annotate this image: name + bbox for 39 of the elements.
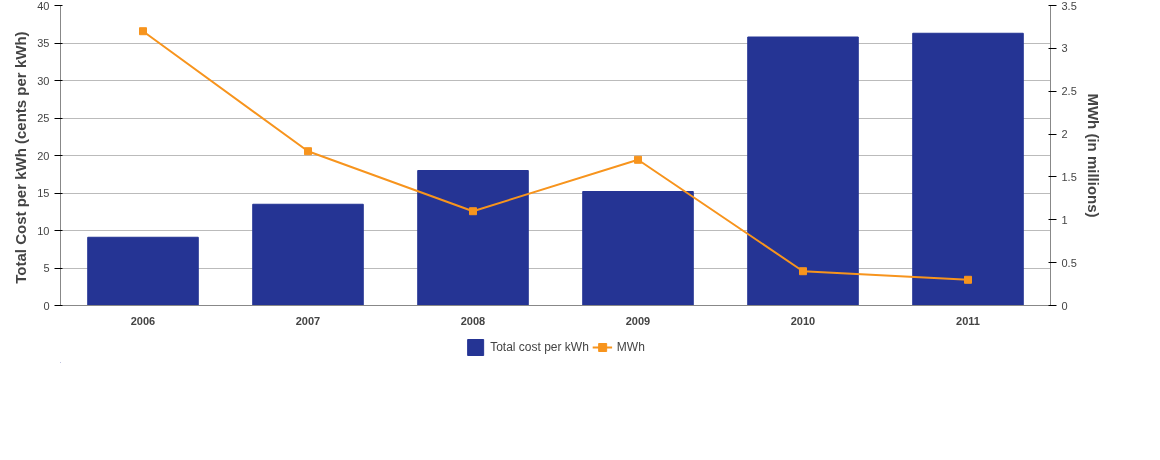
y-tick-label: 10 [37,224,50,237]
y-tick-label: 15 [37,187,50,199]
bar [417,170,529,306]
y2-tick-label: 1.5 [1061,170,1077,183]
point [799,267,807,276]
bar [582,191,694,306]
y-tick-label: 5 [43,262,50,274]
x-tick-label: 2008 [460,314,486,327]
point [304,147,312,156]
point [139,27,147,36]
y-tick-label: 35 [37,37,50,49]
x-tick-label: 2007 [295,314,321,327]
y2-tick-label: 3.5 [1061,0,1077,12]
y-tick-label: 0 [43,299,50,312]
bar [912,32,1024,306]
legend-label: MWh [616,340,645,354]
y-axis-title: Total Cost per kWh (cents per kWh) [12,31,30,284]
y2-axis-title: MWh (in millions) [1084,93,1102,218]
point [469,207,477,216]
y-tick-label: 20 [37,149,50,162]
y2-tick-label: 0.5 [1061,256,1077,269]
y2-tick-label: 2.5 [1061,85,1077,98]
y2-tick-label: 1 [1061,213,1068,226]
legend-label: Total cost per kWh [490,340,589,354]
y2-tick-label: 3 [1061,42,1068,55]
y-tick-label: 40 [37,0,50,12]
x-tick-label: 2009 [625,314,651,327]
point [634,155,642,164]
x-tick-label: 2010 [790,314,816,327]
y2-tick-label: 2 [1061,128,1068,141]
x-tick-label: 2011 [956,314,980,327]
x-tick-label: 2006 [130,314,156,327]
point [964,275,972,284]
bar [87,236,199,306]
y2-tick-label: 0 [1061,299,1068,312]
bar [747,36,859,306]
y-tick-label: 25 [37,112,50,124]
bar [252,203,364,306]
y-tick-label: 30 [37,74,50,87]
